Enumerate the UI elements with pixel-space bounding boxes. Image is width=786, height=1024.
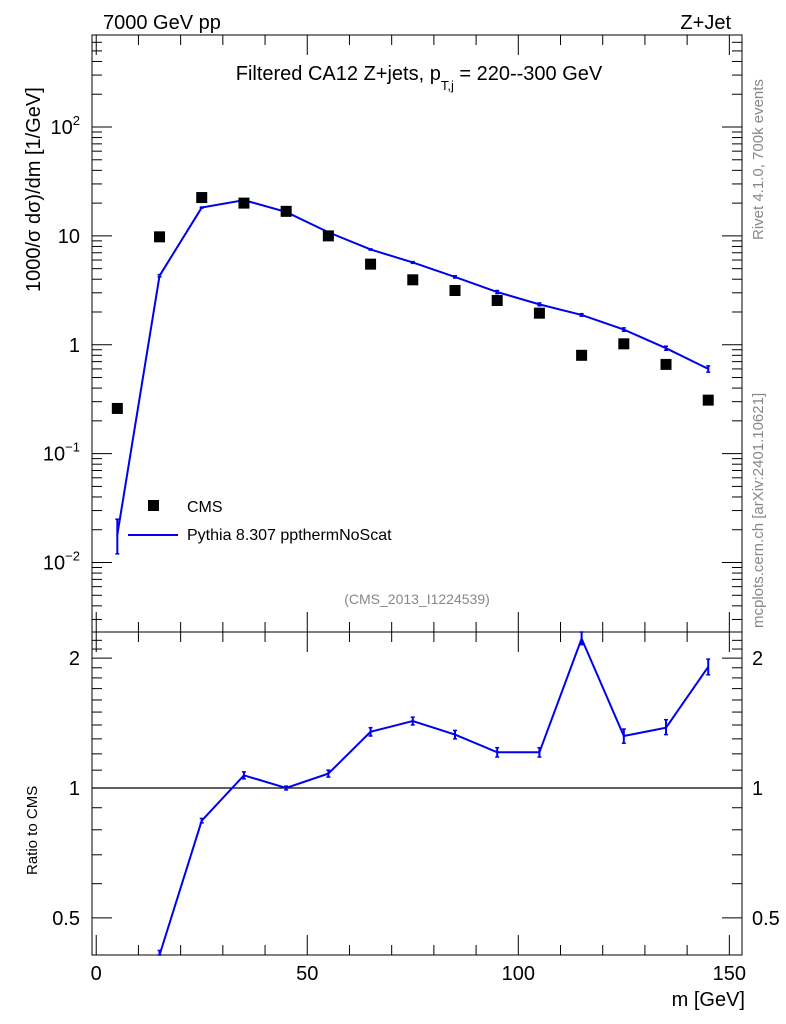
mcplots-label: mcplots.cern.ch [arXiv:2401.10621]	[750, 393, 767, 628]
data-point	[576, 349, 588, 361]
ratio-line	[158, 635, 710, 956]
legend-data-marker	[148, 500, 159, 511]
main-y-tick-label: 10−2	[43, 549, 80, 575]
data-point	[491, 294, 503, 306]
main-y-tick-label: 102	[51, 113, 80, 139]
legend-mc-label: Pythia 8.307 ppthermNoScat	[187, 527, 392, 544]
ratio-y-tick-label: 2	[69, 648, 80, 670]
ratio-frame	[91, 631, 743, 956]
data-point	[280, 205, 292, 217]
main-axis-ticks: 10−2 10−1 1 10 102	[43, 34, 742, 620]
ratio-mc-series	[157, 631, 711, 956]
main-data-series	[111, 192, 714, 414]
ratio-y-tick-label-right: 0.5	[752, 908, 780, 930]
x-tick-label: 150	[713, 963, 746, 985]
main-y-tick-label: 1	[69, 335, 80, 357]
ratio-y-tick-label-right: 1	[752, 778, 763, 800]
x-tick-label: 50	[296, 963, 318, 985]
legend: CMS Pythia 8.307 ppthermNoScat	[128, 499, 392, 544]
data-point	[365, 258, 377, 270]
data-point	[111, 402, 123, 414]
x-axis-ticks: 0 50 100 150	[91, 35, 746, 985]
data-point	[660, 358, 672, 370]
x-axis-label: m [GeV]	[672, 989, 745, 1011]
data-point	[407, 274, 419, 286]
data-point	[449, 285, 461, 297]
x-tick-label: 0	[91, 963, 102, 985]
ratio-y-tick-label: 1	[69, 778, 80, 800]
main-y-tick-label: 10−1	[43, 440, 80, 466]
x-tick-label: 100	[502, 963, 535, 985]
data-point	[618, 338, 630, 350]
main-y-axis-label: 1000/σ dσ)/dm [1/GeV]	[23, 87, 45, 292]
plot-title: Filtered CA12 Z+jets, pT,j = 220--300 Ge…	[236, 63, 603, 93]
analysis-id: (CMS_2013_I1224539)	[344, 591, 490, 607]
data-point	[702, 394, 714, 406]
header-left: 7000 GeV pp	[103, 12, 221, 34]
data-point	[154, 231, 166, 243]
ratio-y-tick-label: 0.5	[52, 908, 80, 930]
ratio-axis-ticks: 0.5 0.5 1 1 2 2	[52, 631, 780, 930]
data-point	[322, 230, 334, 242]
main-y-tick-label: 10	[58, 226, 80, 248]
data-point	[533, 307, 545, 319]
mc-line	[116, 199, 709, 535]
ratio-y-tick-label-right: 2	[752, 648, 763, 670]
ratio-y-axis-label: Ratio to CMS	[24, 786, 41, 875]
rivet-label: Rivet 4.1.0, 700k events	[750, 79, 767, 240]
legend-data-label: CMS	[187, 499, 223, 516]
data-point	[238, 197, 250, 209]
data-point	[196, 192, 208, 204]
header-right: Z+Jet	[680, 12, 731, 34]
